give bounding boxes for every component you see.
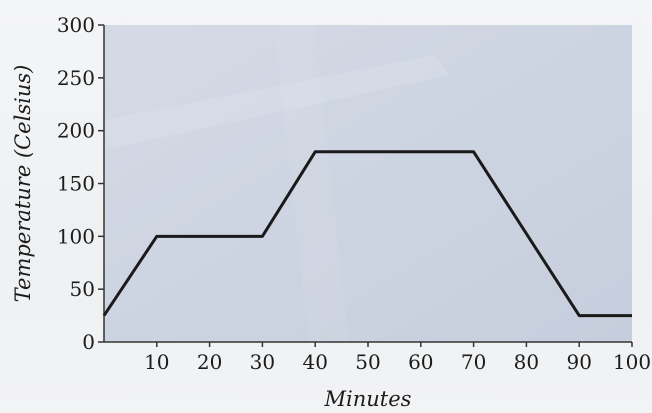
x-axis-ticks: 10 20 30 40 50 60 70 80 90 100 (144, 342, 651, 374)
series-line-1 (102, 150, 632, 318)
y-axis-ticks: 0 50 100 150 200 250 300 (57, 13, 104, 354)
plot-background-reflections (104, 25, 632, 342)
series-layer (102, 150, 632, 318)
x-tick-label: 50 (355, 350, 380, 374)
x-tick-label: 20 (197, 350, 222, 374)
x-tick-label: 10 (144, 350, 169, 374)
x-tick-label: 70 (461, 350, 486, 374)
y-tick-label: 0 (82, 330, 95, 354)
y-tick-label: 200 (57, 119, 95, 143)
x-tick-label: 80 (514, 350, 539, 374)
y-tick-label: 150 (57, 172, 95, 196)
y-tick-label: 100 (57, 224, 95, 248)
x-tick-label: 40 (302, 350, 327, 374)
x-tick-label: 100 (613, 350, 651, 374)
y-tick-label: 50 (70, 277, 95, 301)
y-tick-label: 250 (57, 66, 95, 90)
x-tick-label: 60 (408, 350, 433, 374)
x-tick-label: 90 (566, 350, 591, 374)
y-axis-label: Temperature (Celsius) (11, 65, 35, 303)
x-axis-label: Minutes (324, 387, 412, 411)
y-tick-label: 300 (57, 13, 95, 37)
x-tick-label: 30 (250, 350, 275, 374)
